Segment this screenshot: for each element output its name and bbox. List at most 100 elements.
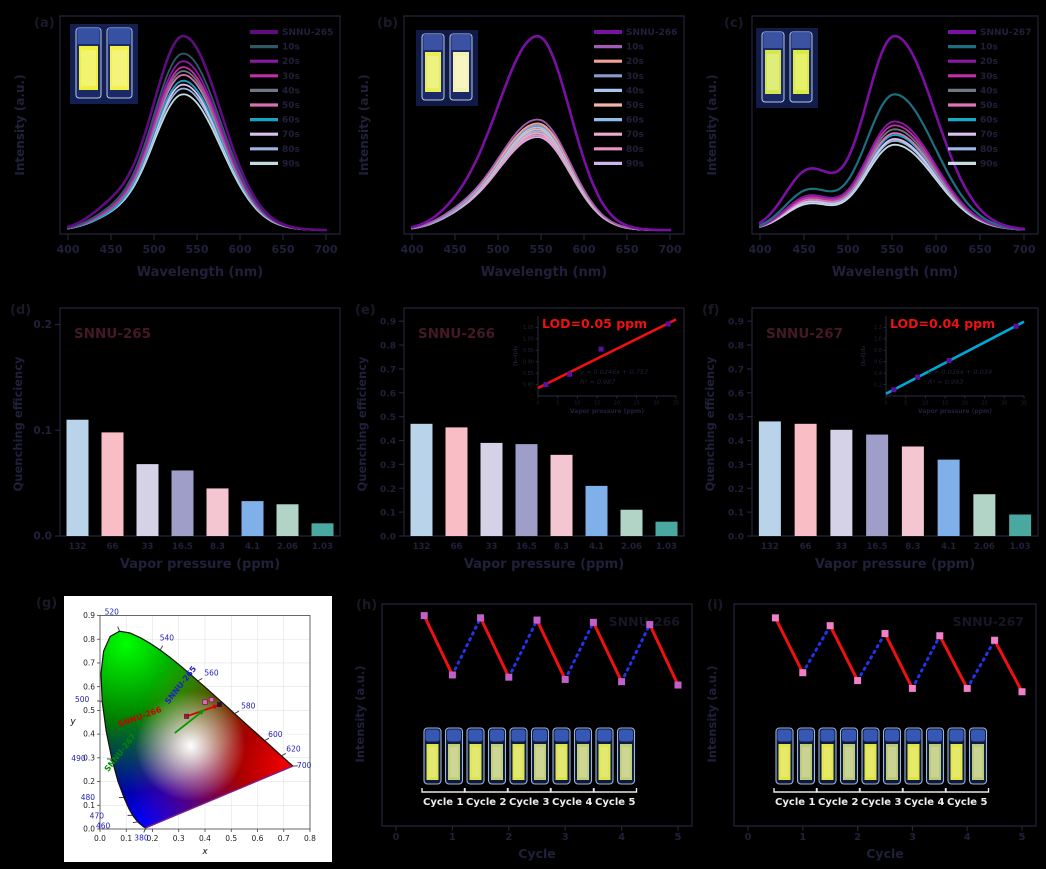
svg-text:0.5: 0.5	[728, 413, 744, 423]
legend-label: 40s	[626, 86, 644, 96]
fit-equation: y = 0.0246x + 0.757	[579, 368, 649, 376]
svg-text:0.2: 0.2	[874, 382, 882, 388]
cycle-bracket	[945, 788, 990, 793]
svg-text:0.7: 0.7	[278, 834, 290, 843]
cie-point	[216, 702, 222, 707]
bar-132	[758, 421, 781, 536]
bar-2.06	[620, 509, 643, 536]
panel-g-cie-diagram: 0.0 0.1 0.2 0.3 0.4 0.5 0.6 0.7 0.8 0.0 0.1 0.2 0.3 0…	[64, 596, 332, 866]
x-axis-label: x	[201, 847, 208, 857]
svg-text:15: 15	[942, 401, 948, 407]
cie-point	[209, 697, 215, 703]
series-line-20s	[759, 120, 1025, 231]
legend-label: 20s	[980, 57, 998, 67]
recovery-segment	[620, 623, 652, 684]
bar-66	[101, 432, 124, 536]
svg-text:0.2: 0.2	[147, 834, 159, 843]
quench-segment	[479, 617, 511, 678]
legend-label: 80s	[282, 145, 300, 155]
svg-text:0.1: 0.1	[380, 509, 396, 519]
chart-f: 0.0 0.1 0.2 0.3 0.4 0.5 0.6 0.7 0.8 0.9 132 66 33 16.…	[703, 307, 1039, 572]
high-point	[936, 632, 944, 640]
cycle-bracket	[859, 788, 904, 793]
y-axis-label: Quenching efficiency	[703, 356, 717, 492]
recovery-segment	[507, 618, 539, 679]
svg-text:132: 132	[69, 542, 87, 552]
svg-text:0.0: 0.0	[728, 533, 744, 543]
panel-letter-a: (a)	[34, 16, 55, 31]
series-line-90s	[759, 143, 1025, 231]
fit-line	[885, 320, 1025, 395]
chart-h: 0 1 2 3 4 5 Cycle Intensity (a.u.) SNNU-266 Cycle…	[353, 603, 693, 861]
panel-title: SNNU-266	[609, 614, 681, 629]
lod-inset: 0.2 0.4 0.6 0.8 1.0 1.2 0 5 10 15 20 25 30 35 Vapor pr…	[861, 316, 1027, 415]
recovery-segment	[563, 620, 595, 681]
svg-text:600: 600	[573, 243, 596, 256]
svg-text:0.1: 0.1	[33, 425, 52, 437]
svg-text:4.1: 4.1	[589, 542, 604, 552]
svg-text:5: 5	[556, 401, 559, 407]
data-point	[598, 346, 604, 352]
svg-text:1.03: 1.03	[656, 542, 677, 552]
svg-text:0.1: 0.1	[728, 509, 744, 519]
chart-a: 400 450 500 550 600 650 700 Wavelength (nm) Inte…	[13, 15, 341, 280]
svg-text:0.6: 0.6	[252, 834, 264, 843]
chart-b: 400 450 500 550 600 650 700 Wavelength (nm) Inte…	[357, 15, 685, 280]
legend-label: 80s	[980, 145, 998, 155]
svg-text:0.3: 0.3	[380, 461, 396, 471]
svg-text:2.06: 2.06	[277, 542, 298, 552]
wavelength-label: 700	[297, 761, 312, 770]
svg-text:4: 4	[618, 832, 625, 843]
svg-text:0.2: 0.2	[380, 485, 396, 495]
cycle-label: Cycle 5	[947, 797, 987, 808]
cycle-label: Cycle 3	[861, 797, 901, 808]
svg-text:650: 650	[272, 243, 295, 256]
low-point	[561, 675, 569, 683]
low-point	[799, 669, 807, 677]
svg-text:33: 33	[486, 542, 498, 552]
svg-text:550: 550	[881, 243, 904, 256]
svg-text:500: 500	[143, 243, 166, 256]
svg-text:16.5: 16.5	[516, 542, 537, 552]
quench-segment	[535, 619, 567, 681]
wavelength-label: 480	[81, 793, 96, 802]
svg-text:30: 30	[1001, 401, 1007, 407]
legend-label: 10s	[980, 43, 998, 53]
panel-letter-c: (c)	[724, 16, 744, 31]
svg-text:0.8: 0.8	[304, 834, 316, 843]
svg-text:0.3: 0.3	[83, 753, 95, 762]
svg-text:0.8: 0.8	[380, 342, 396, 352]
panel-letter-i: (i)	[707, 598, 724, 613]
svg-text:0: 0	[393, 832, 400, 843]
recovery-segment	[801, 624, 832, 675]
svg-text:(I₀-I)/I₀: (I₀-I)/I₀	[861, 345, 867, 366]
plot-box	[403, 307, 685, 537]
svg-text:2.06: 2.06	[621, 542, 642, 552]
legend-label: 80s	[626, 145, 644, 155]
high-point	[881, 630, 889, 638]
svg-text:600: 600	[925, 243, 948, 256]
legend-label: SNNU-267	[980, 28, 1031, 38]
svg-text:132: 132	[413, 542, 431, 552]
data-point	[665, 321, 671, 327]
uv-photo-inset	[756, 28, 818, 108]
plot-box	[59, 307, 341, 537]
svg-text:700: 700	[315, 243, 338, 256]
svg-text:550: 550	[186, 243, 209, 256]
svg-text:0.85: 0.85	[523, 371, 534, 377]
legend-label: 10s	[282, 43, 300, 53]
wavelength-label: 600	[268, 730, 283, 739]
series-line-SNNU-266	[410, 34, 672, 232]
legend-label: 40s	[282, 86, 300, 96]
panel-letter-h: (h)	[356, 598, 378, 613]
high-point	[826, 622, 834, 630]
svg-text:4.1: 4.1	[245, 542, 260, 552]
svg-text:1.03: 1.03	[312, 542, 333, 552]
high-point	[589, 618, 597, 626]
svg-text:450: 450	[444, 243, 467, 256]
svg-text:0.8: 0.8	[874, 348, 882, 354]
wavelength-label: 490	[71, 754, 86, 763]
y-axis-label: Quenching efficiency	[11, 356, 25, 492]
svg-text:66: 66	[451, 542, 463, 552]
svg-text:0.2: 0.2	[33, 319, 52, 331]
